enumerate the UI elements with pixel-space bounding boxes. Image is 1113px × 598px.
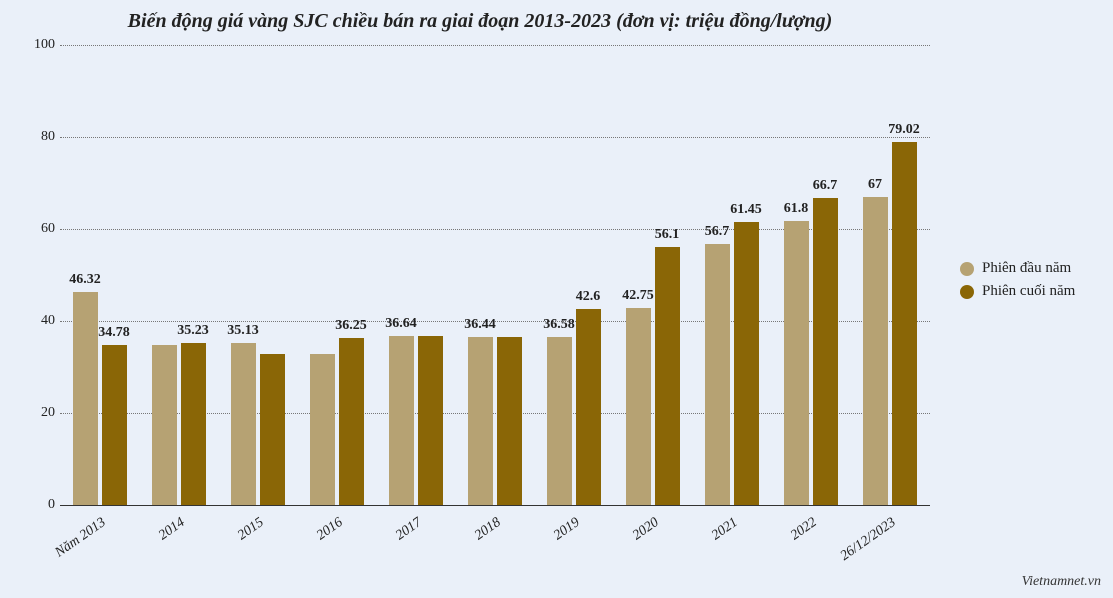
x-tick-label: 2015: [233, 515, 267, 545]
bar: [418, 336, 443, 505]
bar-group: 42.7556.1: [613, 45, 692, 505]
bar: 79.02: [892, 142, 917, 505]
y-tick-label: 60: [25, 221, 55, 237]
bar: [260, 354, 285, 505]
bar: 56.1: [655, 247, 680, 505]
bar: 46.32: [73, 292, 98, 505]
legend-swatch: [960, 262, 974, 276]
bar-value-label: 36.44: [464, 317, 496, 333]
bar-value-label: 67: [868, 177, 882, 193]
bar-group: 36.64: [376, 45, 455, 505]
bar-value-label: 46.32: [69, 272, 101, 288]
bar-value-label: 42.6: [576, 289, 601, 305]
bar: 56.7: [705, 244, 730, 505]
legend-item: Phiên cuối năm: [960, 283, 1110, 300]
bar: 42.6: [576, 309, 601, 505]
bar: [152, 345, 177, 505]
bar-value-label: 42.75: [622, 288, 654, 304]
x-tick-label: 2022: [786, 515, 820, 545]
bar-group: 35.13: [218, 45, 297, 505]
bar: 34.78: [102, 345, 127, 505]
bar: 61.45: [734, 222, 759, 505]
bar-group: 36.44: [455, 45, 534, 505]
x-axis-labels: Năm 201320142015201620172018201920202021…: [60, 505, 930, 585]
bar-group: 46.3234.78: [60, 45, 139, 505]
bar-group: 56.761.45: [692, 45, 771, 505]
bar: 35.13: [231, 343, 256, 505]
y-tick-label: 0: [25, 497, 55, 513]
bar-group: 35.23: [139, 45, 218, 505]
bar: 42.75: [626, 308, 651, 505]
legend-item: Phiên đầu năm: [960, 260, 1110, 277]
x-tick-label: 2018: [470, 515, 504, 545]
x-tick-label: 26/12/2023: [828, 515, 899, 571]
bar-value-label: 35.13: [227, 323, 259, 339]
bar-value-label: 56.1: [655, 227, 680, 243]
bar-group: 36.25: [297, 45, 376, 505]
bar-value-label: 66.7: [813, 178, 838, 194]
bar-value-label: 79.02: [888, 122, 920, 138]
legend-swatch: [960, 285, 974, 299]
legend-label: Phiên cuối năm: [982, 283, 1075, 300]
bar: 36.58: [547, 337, 572, 505]
bar: 36.25: [339, 338, 364, 505]
bar-value-label: 61.8: [784, 201, 809, 217]
chart-title: Biến động giá vàng SJC chiều bán ra giai…: [0, 10, 960, 33]
bar-value-label: 35.23: [177, 323, 209, 339]
bar-value-label: 36.58: [543, 317, 575, 333]
bar: 35.23: [181, 343, 206, 505]
chart-plot-area: 02040608010046.3234.7835.2335.1336.2536.…: [60, 45, 930, 505]
x-tick-label: 2020: [628, 515, 662, 545]
y-tick-label: 20: [25, 405, 55, 421]
x-tick-label: Năm 2013: [50, 515, 108, 563]
bar: 66.7: [813, 198, 838, 505]
bar-value-label: 56.7: [705, 224, 730, 240]
bar: [497, 337, 522, 505]
chart-legend: Phiên đầu năm Phiên cuối năm: [960, 260, 1110, 306]
y-tick-label: 100: [25, 37, 55, 53]
bar: 61.8: [784, 221, 809, 505]
attribution-text: Vietnamnet.vn: [1022, 574, 1101, 590]
bar-value-label: 36.25: [335, 318, 367, 334]
bar-value-label: 61.45: [730, 202, 762, 218]
bar: 36.44: [468, 337, 493, 505]
bar: 67: [863, 197, 888, 505]
chart-container: Biến động giá vàng SJC chiều bán ra giai…: [0, 0, 1113, 598]
bar-group: 6779.02: [850, 45, 929, 505]
bar-value-label: 34.78: [98, 325, 130, 341]
bar: [310, 354, 335, 505]
x-tick-label: 2016: [312, 515, 346, 545]
bar-value-label: 36.64: [385, 316, 417, 332]
x-tick-label: 2019: [549, 515, 583, 545]
bar-group: 36.5842.6: [534, 45, 613, 505]
legend-label: Phiên đầu năm: [982, 260, 1071, 277]
x-tick-label: 2014: [154, 515, 188, 545]
x-tick-label: 2021: [707, 515, 741, 545]
bar: 36.64: [389, 336, 414, 505]
y-tick-label: 40: [25, 313, 55, 329]
y-tick-label: 80: [25, 129, 55, 145]
bar-group: 61.866.7: [771, 45, 850, 505]
x-tick-label: 2017: [391, 515, 425, 545]
